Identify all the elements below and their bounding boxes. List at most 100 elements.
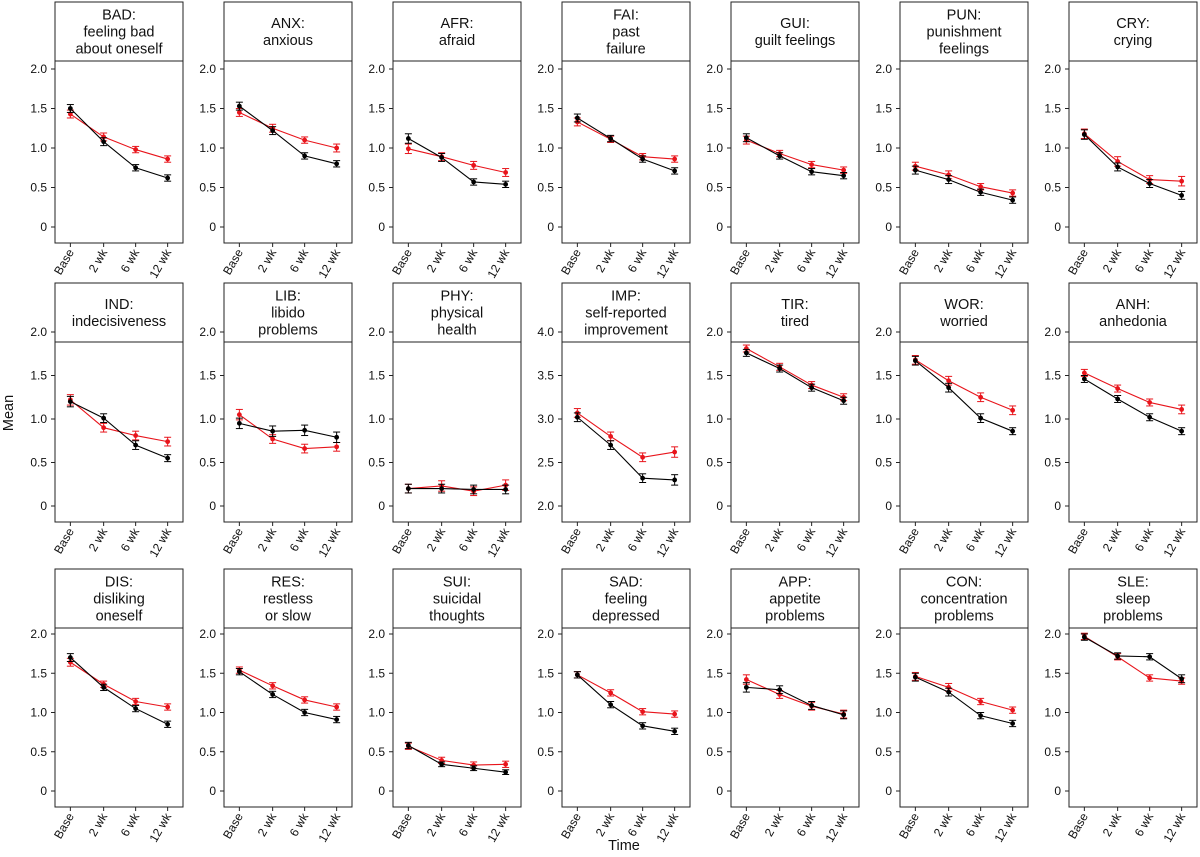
data-point	[302, 446, 308, 451]
y-tick-label: 0.5	[706, 745, 723, 759]
data-point	[270, 428, 276, 434]
data-point	[503, 181, 509, 187]
panel-title-line: feelings	[939, 42, 989, 58]
x-tick-label: 6 wk	[625, 246, 650, 275]
y-tick-label: 0.5	[368, 181, 385, 195]
x-tick-label: Base	[558, 246, 584, 277]
x-tick-label: 12 wk	[822, 525, 850, 560]
chart-panel: AFR:afraid 0 0.5 1.0 1.5 2.0 Base 2 wk 6 wk 12 wk	[368, 1, 522, 281]
panel-title-line: problems	[765, 609, 825, 625]
x-tick-label: 2 wk	[931, 810, 956, 839]
data-point	[946, 689, 952, 695]
data-point	[101, 415, 107, 421]
data-point	[302, 710, 308, 715]
y-tick-label: 1.0	[537, 706, 554, 720]
y-tick-label: 1.0	[368, 706, 385, 720]
data-point	[640, 723, 646, 729]
y-tick-label: 0	[378, 784, 385, 798]
chart-panel: ANH:anhedonia 0 0.5 1.0 1.5 2.0 Base 2 wk 6 wk 12…	[1044, 282, 1198, 560]
data-point	[405, 136, 411, 141]
data-point	[405, 743, 411, 748]
y-tick-label: 2.0	[875, 325, 892, 339]
panel-title-line: punishment	[927, 25, 1002, 41]
y-tick-label: 0.5	[368, 745, 385, 759]
data-point	[946, 378, 952, 384]
series-line	[408, 744, 506, 773]
panel-title-line: feeling bad	[84, 25, 155, 41]
x-tick-label: 6 wk	[118, 525, 143, 554]
y-tick-label: 0	[40, 499, 47, 513]
x-tick-label: 2 wk	[762, 246, 787, 275]
data-point	[743, 350, 749, 356]
series-line	[70, 113, 168, 160]
data-point	[743, 677, 749, 682]
y-tick-label: 1.5	[706, 369, 723, 383]
x-tick-label: 12 wk	[146, 246, 174, 281]
series-line	[239, 422, 337, 438]
y-tick-label: 0	[209, 499, 216, 513]
panel-title-line: suicidal	[433, 592, 481, 608]
data-point	[165, 439, 171, 445]
y-tick-label: 0	[885, 220, 892, 234]
y-tick-label: 0.5	[706, 181, 723, 195]
y-tick-label: 1.0	[537, 141, 554, 155]
data-point	[439, 486, 445, 491]
y-tick-label: 1.0	[706, 141, 723, 155]
y-tick-label: 1.0	[199, 141, 216, 155]
y-tick-label: 2.0	[30, 325, 47, 339]
data-point	[133, 165, 139, 171]
y-tick-label: 1.0	[875, 141, 892, 155]
y-tick-label: 1.5	[875, 666, 892, 680]
data-point	[236, 669, 242, 675]
panel-title-line: physical	[431, 306, 483, 322]
data-point	[302, 137, 308, 143]
x-tick-label: 6 wk	[963, 525, 988, 554]
x-tick-label: 2 wk	[593, 246, 618, 275]
panel-frame	[899, 568, 1029, 808]
y-tick-label: 0.5	[1044, 745, 1061, 759]
x-tick-label: 6 wk	[287, 246, 312, 275]
data-point	[1115, 396, 1121, 402]
data-point	[912, 358, 918, 364]
y-tick-label: 1.0	[875, 412, 892, 426]
series-line	[915, 359, 1013, 411]
y-tick-label: 0	[547, 784, 554, 798]
panel-title-line: worried	[939, 314, 988, 330]
y-tick-label: 2.0	[537, 62, 554, 76]
y-tick-label: 2.0	[537, 499, 554, 513]
chart-panel: IND:indecisiveness 0 0.5 1.0 1.5 2.0 Base 2 wk 6…	[30, 282, 184, 560]
data-point	[334, 145, 340, 151]
data-point	[439, 155, 445, 160]
data-point	[133, 442, 139, 448]
y-tick-label: 0.5	[706, 456, 723, 470]
data-point	[405, 146, 411, 152]
x-tick-label: 2 wk	[255, 246, 280, 275]
series-line	[239, 111, 337, 149]
y-tick-label: 0.5	[875, 181, 892, 195]
x-tick-label: 6 wk	[456, 246, 481, 275]
panel-title-line: failure	[606, 42, 646, 58]
y-tick-label: 0	[209, 220, 216, 234]
y-tick-label: 0.5	[30, 745, 47, 759]
panel-frame	[223, 568, 353, 808]
x-tick-label: 12 wk	[484, 810, 512, 845]
y-tick-label: 1.5	[875, 102, 892, 116]
series-line	[577, 412, 675, 458]
panel-title-line: SLE:	[1117, 575, 1148, 591]
panel-title-line: libido	[271, 306, 305, 322]
data-point	[1081, 132, 1087, 137]
y-tick-label: 2.0	[368, 325, 385, 339]
x-tick-label: 6 wk	[963, 810, 988, 839]
x-tick-label: Base	[1065, 525, 1091, 556]
y-tick-label: 0	[378, 499, 385, 513]
data-point	[978, 394, 984, 400]
x-tick-label: 6 wk	[625, 810, 650, 839]
x-tick-label: 12 wk	[991, 810, 1019, 845]
data-point	[574, 115, 580, 121]
y-tick-label: 1.5	[30, 369, 47, 383]
data-point	[574, 672, 580, 678]
